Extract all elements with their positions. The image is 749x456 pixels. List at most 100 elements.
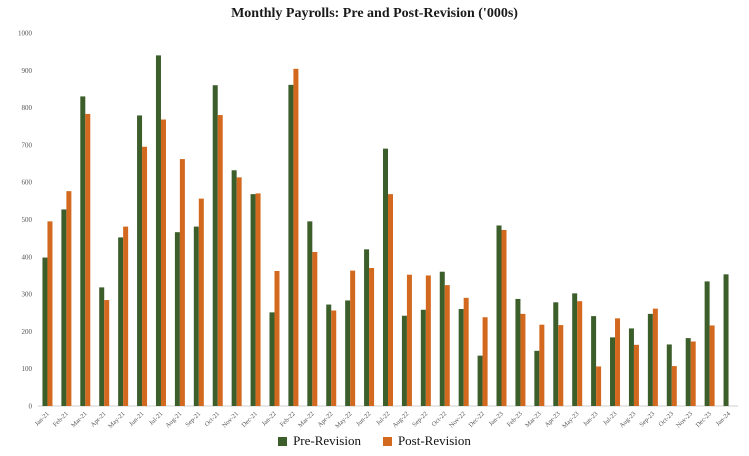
bar-post-revision [142,146,148,406]
bar-post-revision [350,270,356,406]
x-tick-label: Feb-21 [52,410,70,428]
x-tick-label: Sep-21 [184,410,202,428]
y-tick-label: 0 [29,403,33,411]
bar-post-revision [615,318,621,406]
bar-post-revision [274,270,280,406]
bars [42,55,729,407]
bar-pre-revision [269,312,275,406]
x-tick-label: May-23 [561,410,581,430]
bar-pre-revision [231,170,237,406]
x-tick-label: Aug-21 [164,410,183,429]
bar-pre-revision [383,148,388,406]
bar-pre-revision [628,328,634,406]
bar-post-revision [217,115,223,406]
x-tick-label: Feb-22 [279,410,297,428]
bar-pre-revision [288,84,294,407]
bar-pre-revision [61,209,67,406]
bar-post-revision [236,177,242,406]
x-tick-label: Jan-22 [261,410,278,427]
x-tick-label: Jul-21 [148,410,164,426]
y-axis-ticks: 0 100 200 300 400 500 600 700 800 900 1000 [18,30,33,411]
legend-item-pre-revision: Pre-Revision [278,433,361,449]
x-tick-label: Jul-22 [375,410,391,426]
bar-post-revision [198,198,204,406]
bar-post-revision [47,221,53,406]
x-tick-label: Oct-23 [657,410,675,428]
x-tick-label: May-22 [334,410,354,430]
bar-post-revision [312,251,318,406]
x-tick-label: Jun-23 [582,410,599,427]
bar-post-revision [444,285,450,406]
bar-pre-revision [420,309,426,406]
bar-post-revision [255,193,261,406]
bar-pre-revision [666,344,672,406]
bar-post-revision [633,344,639,406]
bar-pre-revision [345,300,351,406]
bar-pre-revision [307,221,313,406]
bar-post-revision [123,226,129,406]
bar-pre-revision [591,316,597,406]
y-tick-label: 500 [22,216,33,224]
bar-pre-revision [193,226,199,406]
bar-pre-revision [364,249,370,406]
x-tick-label: Jan-21 [34,410,51,427]
legend-swatch-pre-revision [278,436,288,446]
bar-post-revision [652,308,658,406]
x-tick-label: Apr-21 [89,410,107,428]
y-tick-label: 100 [22,365,33,373]
bar-pre-revision [42,257,48,406]
bar-pre-revision [118,237,124,406]
bar-pre-revision [439,271,445,406]
bar-pre-revision [137,115,143,407]
y-tick-label: 1000 [18,30,33,38]
bar-post-revision [709,325,715,406]
x-tick-label: Jun-21 [128,410,145,427]
x-tick-label: Aug-22 [391,410,410,429]
bar-pre-revision [685,338,691,406]
x-tick-label: Dec-23 [695,410,713,428]
x-tick-label: Nov-22 [448,410,467,429]
bar-post-revision [671,366,677,406]
bar-pre-revision [704,281,710,406]
x-tick-label: May-21 [107,410,127,430]
bar-pre-revision [458,309,464,406]
y-tick-label: 300 [22,291,33,299]
bar-pre-revision [174,232,180,406]
x-tick-label: Oct-22 [430,410,448,428]
bar-pre-revision [610,337,616,406]
bar-post-revision [425,275,431,406]
x-tick-label: Jul-23 [602,410,618,426]
legend-label-post-revision: Post-Revision [397,433,471,448]
bar-pre-revision [250,194,256,406]
bar-pre-revision [212,85,218,406]
x-tick-label: Jan-23 [488,410,505,427]
x-tick-label: Mar-22 [297,410,316,429]
x-tick-label: Apr-23 [544,410,562,428]
bar-pre-revision [99,287,105,406]
bar-pre-revision [723,274,729,406]
y-tick-label: 800 [22,104,33,112]
bar-post-revision [406,274,412,406]
bar-post-revision [520,313,526,406]
x-tick-label: Feb-23 [506,410,524,428]
x-tick-label: Nov-21 [221,410,240,429]
bar-post-revision [690,341,696,406]
x-tick-label: Mar-23 [524,410,543,429]
bar-post-revision [104,300,110,406]
bar-post-revision [539,324,545,406]
bar-post-revision [558,325,564,406]
bar-post-revision [388,194,393,406]
legend-swatch-post-revision [382,436,392,446]
bar-post-revision [66,191,72,406]
bar-post-revision [85,113,91,406]
bar-pre-revision [401,315,407,406]
bar-pre-revision [647,313,653,406]
x-tick-label: Jan-24 [715,410,733,428]
x-tick-label: Dec-22 [468,410,486,428]
legend-item-post-revision: Post-Revision [382,433,471,449]
bar-post-revision [179,159,185,406]
chart-title: Monthly Payrolls: Pre and Post-Revision … [231,6,518,21]
y-tick-label: 900 [22,67,33,75]
bar-post-revision [293,68,299,407]
